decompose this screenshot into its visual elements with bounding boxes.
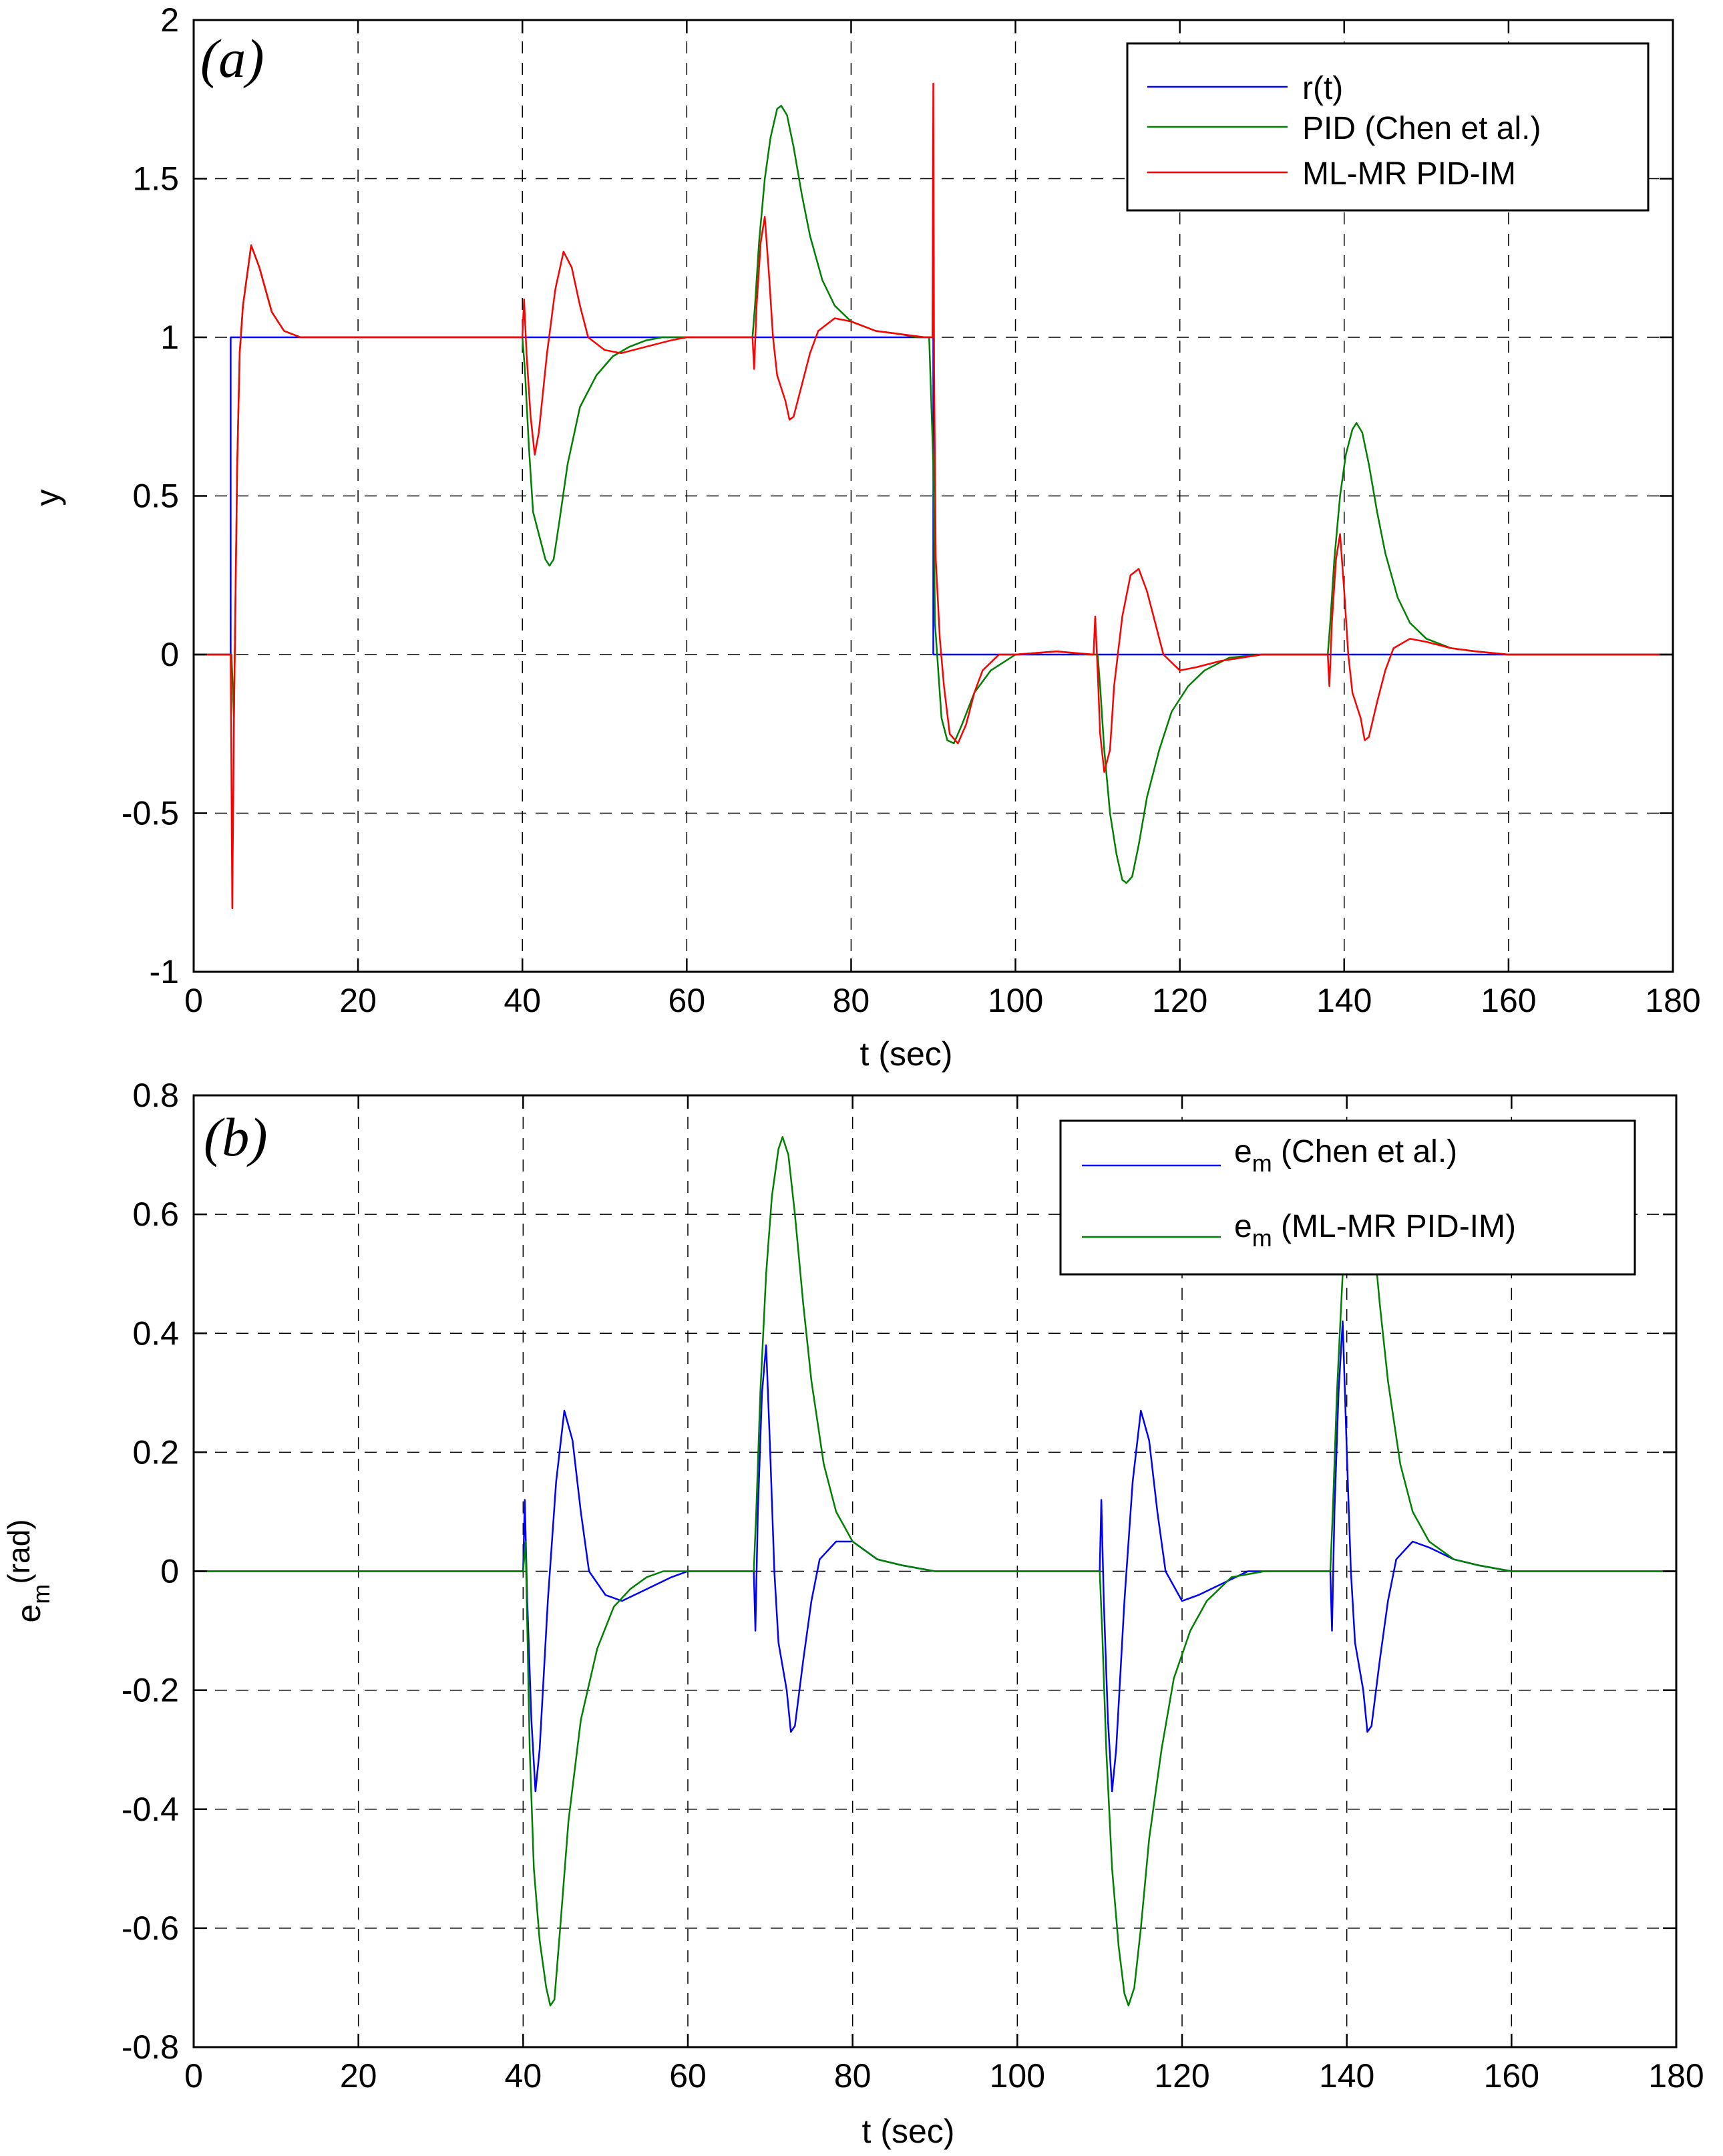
y-tick-label: 0 xyxy=(160,1553,179,1590)
x-tick-label: 120 xyxy=(1152,982,1207,1019)
x-tick-label: 100 xyxy=(988,982,1043,1019)
x-tick-label: 0 xyxy=(184,982,203,1019)
x-tick-label: 180 xyxy=(1648,2057,1704,2095)
panel-b-legend: em (Chen et al.) em (ML-MR PID-IM) xyxy=(1059,1119,1636,1276)
y-tick-label: 1 xyxy=(160,319,179,356)
y-tick-label: 0.5 xyxy=(132,478,179,515)
x-tick-label: 80 xyxy=(834,2057,872,2095)
x-tick-label: 100 xyxy=(990,2057,1045,2095)
series-line-a-1 xyxy=(194,105,1673,884)
x-tick-label: 20 xyxy=(340,2057,377,2095)
x-tick-label: 20 xyxy=(339,982,377,1019)
x-tick-label: 60 xyxy=(669,2057,707,2095)
panel-b: 0 20 40 60 80 100 120 140 160 180 -0.8-0.6-0.4-0.… xyxy=(1,1077,1704,2150)
panel-b-y-axis-label: em(rad) xyxy=(1,1519,55,1623)
y-tick-label: -0.5 xyxy=(122,795,179,832)
y-label-e: e xyxy=(10,1604,47,1623)
legend-em-mlmr-sub: m xyxy=(1252,1224,1272,1252)
x-tick-label: 40 xyxy=(504,982,541,1019)
y-tick-label: -0.2 xyxy=(122,1672,179,1709)
y-tick-label: 0 xyxy=(160,636,179,673)
x-tick-label: 160 xyxy=(1484,2057,1539,2095)
x-tick-label: 0 xyxy=(184,2057,203,2095)
legend-label-r: r(t) xyxy=(1302,71,1343,106)
y-tick-label: 1.5 xyxy=(132,160,179,198)
x-tick-label: 140 xyxy=(1316,982,1372,1019)
panel-b-legend-box xyxy=(1059,1119,1636,1276)
legend-label-pid: PID (Chen et al.) xyxy=(1302,111,1541,146)
legend-label-em-chen: em (Chen et al.) xyxy=(1234,1134,1457,1177)
legend-em-mlmr-e: e xyxy=(1234,1209,1252,1244)
x-tick-label: 140 xyxy=(1319,2057,1374,2095)
y-label-unit: (rad) xyxy=(1,1519,36,1584)
legend-em-mlmr-rest: (ML-MR PID-IM) xyxy=(1272,1209,1516,1244)
panel-b-xticks: 0 20 40 60 80 100 120 140 160 180 xyxy=(184,1095,1704,2095)
panel-a-label: (a) xyxy=(200,28,264,89)
legend-em-chen-rest: (Chen et al.) xyxy=(1272,1134,1457,1170)
legend-label-mlmr: ML-MR PID-IM xyxy=(1302,156,1516,192)
y-tick-label: -0.6 xyxy=(122,1910,179,1947)
panel-b-label: (b) xyxy=(204,1107,268,1167)
panel-a-xticks: 0 20 40 60 80 100 120 140 160 180 xyxy=(184,20,1701,1019)
panel-a-y-axis-label: y xyxy=(29,490,66,506)
series-line-a-2 xyxy=(194,82,1673,910)
y-label-sub: m xyxy=(27,1584,55,1604)
x-tick-label: 120 xyxy=(1154,2057,1209,2095)
y-tick-label: 0.8 xyxy=(132,1077,179,1114)
x-tick-label: 180 xyxy=(1645,982,1700,1019)
svg-text:em(rad): em(rad) xyxy=(1,1519,55,1623)
legend-em-chen-sub: m xyxy=(1252,1149,1272,1177)
panel-a-x-axis-label: t (sec) xyxy=(860,1035,953,1073)
panel-b-yticks: -0.8 -0.6 -0.4 -0.2 0 0.2 0.4 0.6 0.8 xyxy=(122,1077,1676,2066)
legend-em-chen-e: e xyxy=(1234,1134,1252,1170)
x-tick-label: 40 xyxy=(505,2057,542,2095)
x-tick-label: 60 xyxy=(668,982,706,1019)
panel-a: 0 20 40 60 80 100 120 140 160 180 -1 -0.5 0 0.5 1 1.5 2… xyxy=(29,1,1701,1073)
x-tick-label: 160 xyxy=(1481,982,1536,1019)
panel-a-yticks: -1 -0.5 0 0.5 1 1.5 2 xyxy=(122,1,1673,991)
y-tick-label: 0.6 xyxy=(132,1196,179,1233)
y-tick-label: 2 xyxy=(160,1,179,39)
panel-b-x-axis-label: t (sec) xyxy=(862,2113,955,2150)
legend-label-em-mlmr: em (ML-MR PID-IM) xyxy=(1234,1209,1516,1252)
panel-a-plot xyxy=(194,82,1673,910)
y-tick-label: -1 xyxy=(150,953,179,991)
y-tick-label: 0.4 xyxy=(132,1314,179,1352)
y-tick-label: -0.8 xyxy=(122,2028,179,2066)
x-tick-label: 80 xyxy=(833,982,870,1019)
y-tick-label: -0.4 xyxy=(122,1791,179,1828)
panel-a-legend: r(t) PID (Chen et al.) ML-MR PID-IM xyxy=(1126,42,1650,212)
y-tick-label: 0.2 xyxy=(132,1433,179,1471)
